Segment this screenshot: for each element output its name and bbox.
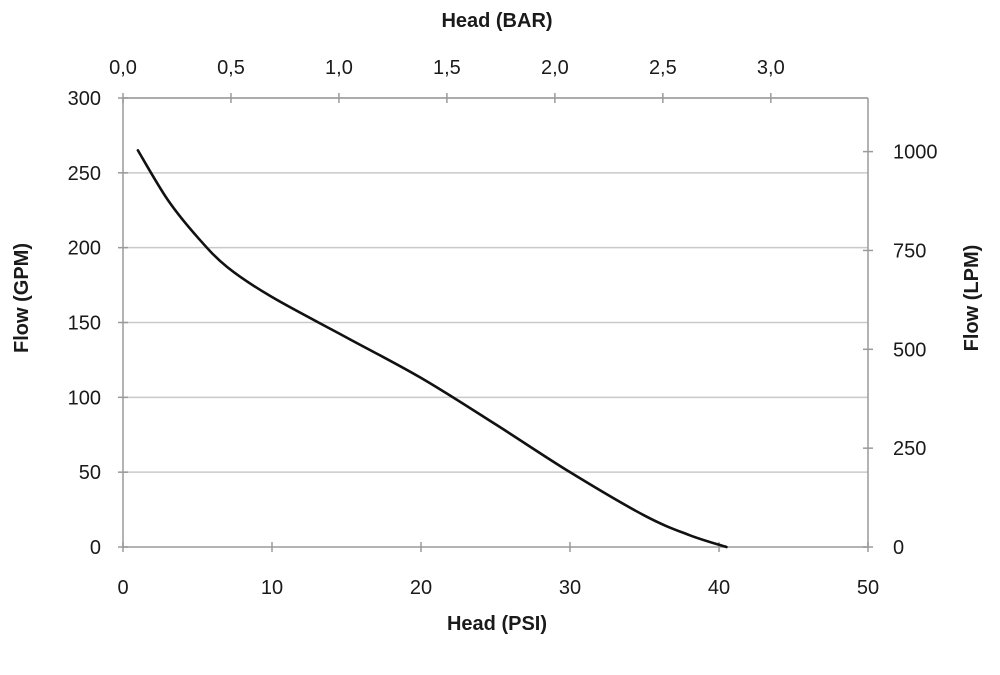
y-tick-label-2: 100 [68, 387, 101, 409]
y-tick-label-3: 150 [68, 313, 101, 335]
x-tick-label-2: 20 [410, 577, 432, 599]
x2-tick-label-3: 1,5 [433, 57, 461, 79]
y-axis-title: Flow (GPM) [11, 243, 33, 353]
y-tick-label-4: 200 [68, 238, 101, 260]
x2-tick-label-0: 0,0 [109, 57, 137, 79]
y-tick-label-1: 50 [79, 462, 101, 484]
x-tick-label-4: 40 [708, 577, 730, 599]
y-tick-label-0: 0 [90, 537, 101, 559]
x-tick-label-3: 30 [559, 577, 581, 599]
x2-tick-label-4: 2,0 [541, 57, 569, 79]
y2-tick-label-2: 500 [893, 339, 926, 361]
x2-tick-label-1: 0,5 [217, 57, 245, 79]
x2-tick-label-5: 2,5 [649, 57, 677, 79]
y2-tick-label-0: 0 [893, 537, 904, 559]
x-axis-title: Head (PSI) [447, 613, 547, 635]
y-tick-label-6: 300 [68, 88, 101, 110]
series-layer [136, 149, 728, 549]
x-tick-label-1: 10 [261, 577, 283, 599]
x2-tick-label-2: 1,0 [325, 57, 353, 79]
y2-tick-label-3: 750 [893, 240, 926, 262]
y2-tick-label-1: 250 [893, 438, 926, 460]
gridlines [123, 97, 868, 473]
x2-tick-label-6: 3,0 [757, 57, 785, 79]
y2-tick-label-4: 1000 [893, 142, 938, 164]
series-line-0 [136, 149, 728, 549]
x2-axis-title: Head (BAR) [441, 10, 552, 32]
x-tick-label-0: 0 [117, 577, 128, 599]
x-tick-label-5: 50 [857, 577, 879, 599]
y-tick-label-5: 250 [68, 163, 101, 185]
y2-axis-title: Flow (LPM) [961, 245, 983, 352]
tick-labels: 0 10 20 30 40 50 0,0 0,5 1,0 1,5 2,0 2,5 3,0 0 50 100 15… [68, 57, 938, 599]
